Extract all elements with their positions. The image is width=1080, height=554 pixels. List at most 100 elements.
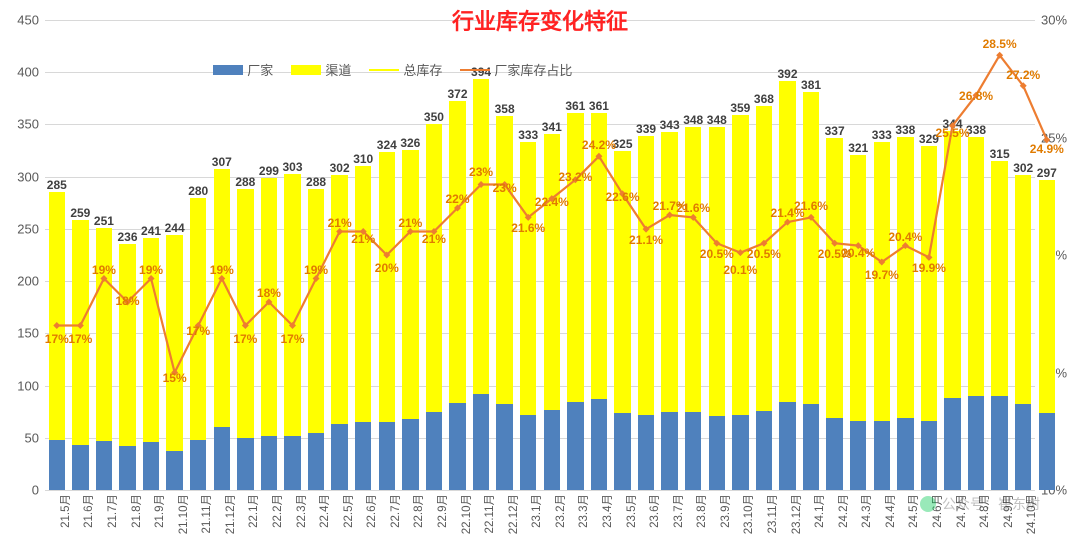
pct-label: 20.5% <box>700 247 734 261</box>
legend-label: 厂家库存占比 <box>494 60 572 79</box>
x-tick: 23.11月 <box>764 494 780 533</box>
x-tick: 22.2月 <box>269 494 285 528</box>
x-tick: 21.6月 <box>80 494 96 528</box>
x-tick: 23.10月 <box>740 494 756 534</box>
pct-label: 17% <box>233 332 257 346</box>
plot-area: 05010015020025030035040045010%15%20%25%3… <box>45 20 1035 490</box>
pct-label: 22.4% <box>535 195 569 209</box>
legend-label: 厂家 <box>247 60 273 79</box>
watermark-text: 公众号：崔东树 <box>942 494 1040 514</box>
legend-label: 总库存 <box>403 60 442 79</box>
x-tick: 21.8月 <box>128 494 144 528</box>
pct-label: 20.4% <box>888 230 922 244</box>
x-tick: 23.7月 <box>670 494 686 528</box>
x-tick: 22.12月 <box>505 494 521 534</box>
pct-label: 17% <box>280 332 304 346</box>
y-left-tick: 250 <box>17 221 39 236</box>
pct-label: 24.9% <box>1030 142 1064 156</box>
x-tick: 23.12月 <box>788 494 804 534</box>
bar-group: 297 <box>1039 180 1056 490</box>
pct-label: 21.6% <box>794 199 828 213</box>
pct-label: 23% <box>469 165 493 179</box>
pct-label: 17% <box>68 332 92 346</box>
gridline <box>45 490 1035 491</box>
y-left-tick: 200 <box>17 274 39 289</box>
x-tick: 22.10月 <box>458 494 474 534</box>
x-tick: 22.8月 <box>410 494 426 528</box>
x-tick: 23.8月 <box>693 494 709 528</box>
x-tick: 22.1月 <box>245 494 261 528</box>
x-tick: 21.7月 <box>104 494 120 528</box>
y-right-tick: 30% <box>1041 13 1067 28</box>
pct-label: 21% <box>351 232 375 246</box>
x-tick: 24.1月 <box>811 494 827 528</box>
pct-label: 25.5% <box>935 126 969 140</box>
legend-swatch <box>213 65 243 75</box>
legend-item: 总库存 <box>369 60 442 79</box>
pct-label: 21.6% <box>511 221 545 235</box>
pct-label: 20% <box>375 261 399 275</box>
x-tick: 21.9月 <box>151 494 167 528</box>
x-tick: 21.10月 <box>175 494 191 534</box>
pct-label: 19% <box>304 263 328 277</box>
pct-label: 19% <box>139 263 163 277</box>
wechat-icon <box>920 496 936 512</box>
pct-label: 20.4% <box>841 246 875 260</box>
x-tick: 22.5月 <box>340 494 356 528</box>
pct-label: 21% <box>398 216 422 230</box>
pct-label: 22% <box>445 192 469 206</box>
pct-label: 19% <box>210 263 234 277</box>
y-left-tick: 350 <box>17 117 39 132</box>
y-left-tick: 150 <box>17 326 39 341</box>
bar-channel <box>1039 180 1056 413</box>
y-left-tick: 0 <box>32 483 39 498</box>
pct-label: 28.5% <box>983 37 1017 51</box>
y-left-tick: 100 <box>17 378 39 393</box>
pct-label: 21.6% <box>676 201 710 215</box>
x-tick: 23.2月 <box>552 494 568 528</box>
pct-label: 26.8% <box>959 89 993 103</box>
pct-label: 17% <box>45 332 69 346</box>
pct-label: 19% <box>92 263 116 277</box>
pct-label: 19.9% <box>912 261 946 275</box>
pct-label: 21.1% <box>629 233 663 247</box>
x-tick: 23.3月 <box>575 494 591 528</box>
pct-label: 22.6% <box>605 190 639 204</box>
x-tick: 21.5月 <box>57 494 73 528</box>
legend: 厂家 渠道 总库存 厂家库存占比 <box>213 60 572 79</box>
y-left-tick: 450 <box>17 13 39 28</box>
legend-label: 渠道 <box>325 60 351 79</box>
x-tick: 21.11月 <box>198 494 214 533</box>
x-tick: 24.2月 <box>835 494 851 528</box>
legend-item: 厂家库存占比 <box>460 60 572 79</box>
y-left-tick: 50 <box>25 430 39 445</box>
pct-label: 24.2% <box>582 138 616 152</box>
x-tick: 22.11月 <box>481 494 497 533</box>
x-tick: 22.9月 <box>434 494 450 528</box>
x-tick: 21.12月 <box>222 494 238 534</box>
x-tick: 22.3月 <box>293 494 309 528</box>
x-tick: 22.4月 <box>316 494 332 528</box>
x-tick: 23.1月 <box>528 494 544 528</box>
x-tick: 23.6月 <box>646 494 662 528</box>
pct-label: 18% <box>115 294 139 308</box>
pct-label: 15% <box>163 371 187 385</box>
x-tick: 24.3月 <box>858 494 874 528</box>
x-tick: 23.5月 <box>623 494 639 528</box>
x-tick: 22.7月 <box>387 494 403 528</box>
pct-label: 17% <box>186 324 210 338</box>
pct-label: 23% <box>493 181 517 195</box>
pct-label: 23.2% <box>558 170 592 184</box>
x-tick: 23.4月 <box>599 494 615 528</box>
x-tick: 23.9月 <box>717 494 733 528</box>
bar-factory <box>1039 413 1056 490</box>
pct-label: 19.7% <box>865 268 899 282</box>
chart-title: 行业库存变化特征 <box>452 4 628 36</box>
watermark: 公众号：崔东树 <box>920 494 1040 514</box>
pct-label: 27.2% <box>1006 68 1040 82</box>
y-left-tick: 400 <box>17 65 39 80</box>
legend-item: 渠道 <box>291 60 351 79</box>
chart-root: 行业库存变化特征 05010015020025030035040045010%1… <box>0 0 1080 554</box>
legend-swatch <box>369 69 399 71</box>
x-tick: 22.6月 <box>363 494 379 528</box>
